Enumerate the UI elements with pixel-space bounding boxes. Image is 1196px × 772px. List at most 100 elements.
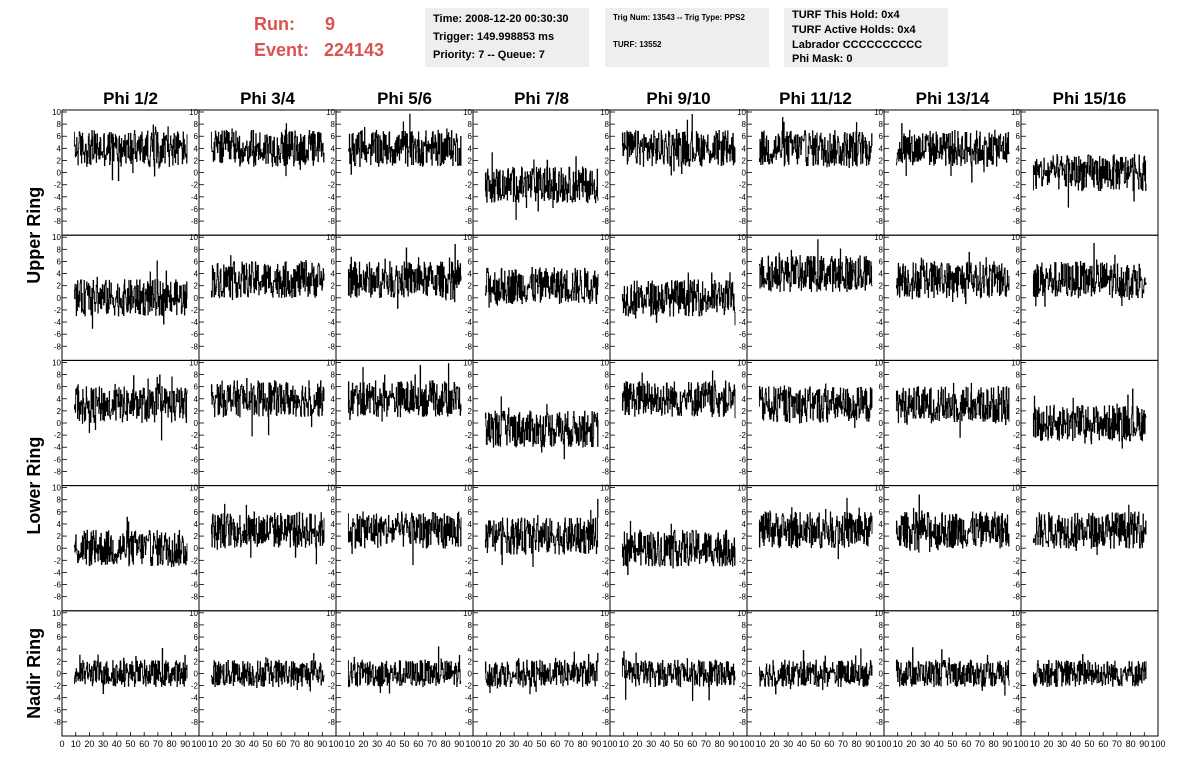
panel-frame — [335, 359, 474, 487]
waveform-trace — [347, 363, 462, 422]
waveform-panel: -8 -6 -4 -2 0 2 4 6 8 10 — [189, 609, 337, 737]
y-tick-label: 6 — [331, 508, 336, 517]
y-tick-label: 6 — [468, 383, 473, 392]
y-tick-label: 10 — [189, 108, 198, 117]
y-tick-label: -6 — [54, 205, 62, 214]
y-tick-label: 6 — [1016, 633, 1021, 642]
x-tick-label: 100 — [191, 739, 206, 749]
y-tick-label: 4 — [194, 270, 199, 279]
waveform-trace — [73, 260, 188, 329]
y-tick-label: 10 — [874, 233, 883, 242]
y-tick-label: -6 — [191, 330, 199, 339]
y-tick-label: -2 — [602, 181, 610, 190]
y-tick-label: 2 — [331, 407, 336, 416]
y-tick-label: 0 — [57, 294, 62, 303]
x-tick-label: 70 — [975, 739, 985, 749]
y-tick-label: 4 — [468, 395, 473, 404]
time-info-box: Time: 2008-12-20 00:30:30 Trigger: 149.9… — [425, 8, 589, 67]
y-tick-label: -2 — [465, 181, 473, 190]
y-tick-label: 0 — [194, 419, 199, 428]
event-label: Event: — [254, 40, 310, 60]
waveform-panel: -8 -6 -4 -2 0 2 4 6 8 10 — [52, 108, 200, 236]
panel-frame — [609, 359, 748, 487]
y-tick-label: 2 — [879, 657, 884, 666]
y-tick-label: 10 — [737, 233, 746, 242]
y-tick-label: -6 — [739, 205, 747, 214]
y-tick-label: -2 — [602, 682, 610, 691]
y-tick-label: -2 — [54, 556, 62, 565]
y-tick-label: -8 — [602, 718, 610, 727]
y-tick-label: 0 — [605, 419, 610, 428]
y-tick-label: -8 — [602, 593, 610, 602]
y-tick-label: 6 — [742, 383, 747, 392]
y-tick-label: -2 — [876, 556, 884, 565]
waveform-trace — [1032, 654, 1147, 688]
y-tick-label: 4 — [1016, 144, 1021, 153]
y-tick-label: 6 — [1016, 383, 1021, 392]
y-tick-label: -8 — [739, 467, 747, 476]
y-tick-label: 6 — [57, 508, 62, 517]
y-tick-label: 6 — [879, 383, 884, 392]
y-tick-label: 2 — [57, 282, 62, 291]
trig-info-box: Trig Num: 13543 -- Trig Type: PPS2 TURF:… — [605, 8, 769, 67]
waveform-panel: -8 -6 -4 -2 0 2 4 6 8 10 — [189, 358, 337, 487]
y-tick-label: -4 — [191, 694, 199, 703]
y-tick-label: -8 — [328, 593, 336, 602]
y-tick-label: 6 — [605, 633, 610, 642]
y-tick-label: -8 — [54, 593, 62, 602]
y-tick-label: 8 — [331, 120, 336, 129]
panel-frame — [746, 109, 885, 236]
y-tick-label: -4 — [465, 318, 473, 327]
y-tick-label: -6 — [1013, 455, 1021, 464]
y-tick-label: -2 — [602, 431, 610, 440]
y-tick-label: 8 — [605, 621, 610, 630]
y-tick-label: -4 — [876, 694, 884, 703]
x-tick-label: 30 — [509, 739, 519, 749]
y-tick-label: -4 — [876, 568, 884, 577]
x-tick-label: 10 — [1030, 739, 1040, 749]
phi-mask-line: Phi Mask: 0 — [792, 53, 853, 65]
y-tick-label: 4 — [879, 520, 884, 529]
waveform-panel: -8 -6 -4 -2 0 2 4 6 8 10 — [1011, 108, 1159, 236]
y-tick-label: -8 — [876, 467, 884, 476]
waveform-panel: -8 -6 -4 -2 0 2 4 6 8 10 — [737, 609, 885, 737]
x-tick-label: 70 — [838, 739, 848, 749]
y-tick-label: -2 — [191, 556, 199, 565]
y-tick-label: 0 — [742, 294, 747, 303]
y-tick-label: 6 — [468, 633, 473, 642]
y-tick-label: -8 — [191, 467, 199, 476]
y-tick-label: 6 — [194, 257, 199, 266]
y-tick-label: -2 — [739, 306, 747, 315]
y-tick-label: 6 — [879, 257, 884, 266]
y-tick-label: 10 — [874, 108, 883, 117]
y-tick-label: 6 — [57, 633, 62, 642]
y-tick-label: 6 — [605, 508, 610, 517]
ring-label: Nadir Ring — [24, 628, 44, 719]
y-tick-label: 2 — [605, 532, 610, 541]
y-tick-label: 0 — [468, 419, 473, 428]
y-tick-label: 8 — [605, 371, 610, 380]
y-tick-label: 0 — [1016, 544, 1021, 553]
y-tick-label: -6 — [1013, 330, 1021, 339]
y-tick-label: -2 — [54, 431, 62, 440]
x-tick-label: 60 — [961, 739, 971, 749]
y-tick-label: 4 — [57, 520, 62, 529]
waveform-trace — [347, 113, 462, 175]
y-tick-label: 0 — [742, 169, 747, 178]
turf-active-line: TURF Active Holds: 0x4 — [792, 24, 916, 36]
y-tick-label: 4 — [605, 144, 610, 153]
waveform-trace — [210, 123, 325, 177]
x-tick-label: 100 — [1150, 739, 1165, 749]
x-tick-label: 30 — [783, 739, 793, 749]
waveform-panel: -8 -6 -4 -2 0 2 4 6 8 10 — [600, 233, 748, 361]
y-tick-label: 6 — [468, 508, 473, 517]
waveform-panel: -8 -6 -4 -2 0 2 4 6 8 10 — [600, 108, 748, 236]
y-tick-label: 8 — [194, 496, 199, 505]
y-tick-label: 6 — [331, 383, 336, 392]
y-tick-label: -8 — [1013, 467, 1021, 476]
y-tick-label: -6 — [54, 455, 62, 464]
y-tick-label: 2 — [605, 657, 610, 666]
y-tick-label: -6 — [739, 330, 747, 339]
column-title: Phi 1/2 — [103, 89, 158, 108]
x-tick-label: 90 — [1139, 739, 1149, 749]
